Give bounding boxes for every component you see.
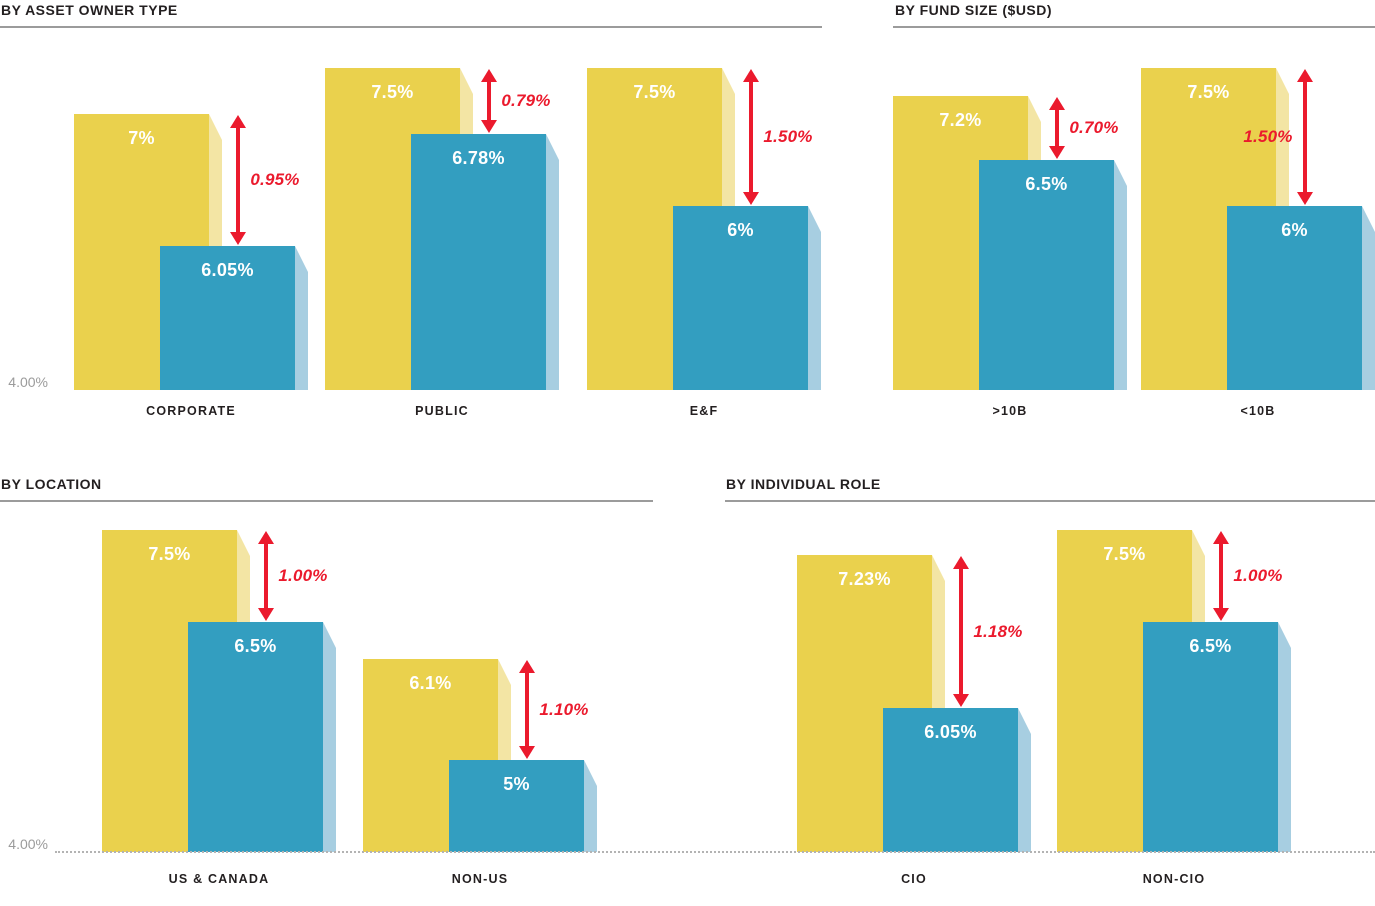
- blue-bar: 6%: [673, 206, 808, 390]
- yellow-bar-value-label: 7.5%: [1187, 82, 1230, 102]
- blue-bar-bevel: [1114, 160, 1127, 390]
- diff-double-arrow-icon: [1297, 69, 1313, 205]
- panel-title: BY INDIVIDUAL ROLE: [726, 476, 881, 492]
- blue-bar-value-label: 6.05%: [924, 722, 977, 742]
- panel-title-rule: [725, 500, 1375, 502]
- diff-double-arrow-icon: [743, 69, 759, 205]
- diff-value-label: 1.10%: [539, 700, 589, 719]
- blue-bar: 6.5%: [1143, 622, 1278, 852]
- diff-arrow-shaft: [959, 566, 963, 697]
- panel-title-rule: [893, 26, 1375, 28]
- diff-value-label: 1.00%: [1233, 566, 1283, 585]
- yellow-bar-value-label: 7.5%: [633, 82, 676, 102]
- diff-value-label: 1.00%: [278, 566, 328, 585]
- diff-arrow-shaft: [1219, 541, 1223, 611]
- diff-value-label: 1.18%: [973, 622, 1023, 641]
- blue-bar-value-label: 6.5%: [1189, 636, 1232, 656]
- axis-tick-label: 4.00%: [8, 374, 48, 390]
- yellow-bar-value-label: 7.2%: [939, 110, 982, 130]
- blue-bar: 6.5%: [188, 622, 323, 852]
- diff-value-label: 1.50%: [1243, 127, 1293, 146]
- panel-title-rule: [0, 500, 653, 502]
- category-label: >10B: [992, 404, 1028, 418]
- diff-double-arrow-icon: [1213, 531, 1229, 621]
- diff-value-label: 0.79%: [501, 91, 551, 110]
- diff-value-label: 1.50%: [763, 127, 813, 146]
- blue-bar-value-label: 6.5%: [1025, 174, 1068, 194]
- yellow-bar-value-label: 7.5%: [148, 544, 191, 564]
- diff-arrow-shaft: [264, 541, 268, 611]
- blue-bar: 6.5%: [979, 160, 1114, 390]
- category-label: <10B: [1240, 404, 1276, 418]
- diff-arrow-shaft: [236, 125, 240, 235]
- blue-bar-bevel: [323, 622, 336, 852]
- category-label: US & CANADA: [168, 872, 270, 886]
- blue-bar: 5%: [449, 760, 584, 852]
- blue-bar-bevel: [584, 760, 597, 852]
- category-label: CORPORATE: [146, 404, 236, 418]
- panel-title: BY LOCATION: [1, 476, 102, 492]
- blue-bar: 6%: [1227, 206, 1362, 390]
- blue-bar: 6.05%: [160, 246, 295, 390]
- panel-title-rule: [0, 26, 822, 28]
- diff-double-arrow-icon: [481, 69, 497, 133]
- blue-bar-value-label: 6%: [1281, 220, 1308, 240]
- panel-title: BY ASSET OWNER TYPE: [1, 2, 178, 18]
- blue-bar-bevel: [1278, 622, 1291, 852]
- diff-arrow-shaft: [1055, 107, 1059, 149]
- blue-bar: 6.05%: [883, 708, 1018, 852]
- blue-bar-bevel: [1018, 708, 1031, 852]
- blue-bar-value-label: 6.05%: [201, 260, 254, 280]
- diff-double-arrow-icon: [230, 115, 246, 245]
- diff-double-arrow-icon: [953, 556, 969, 707]
- blue-bar-bevel: [295, 246, 308, 390]
- diff-double-arrow-icon: [258, 531, 274, 621]
- blue-bar-value-label: 5%: [503, 774, 530, 794]
- yellow-bar-value-label: 7%: [128, 128, 155, 148]
- yellow-bar-value-label: 7.23%: [838, 569, 891, 589]
- panel-title: BY FUND SIZE ($USD): [895, 2, 1053, 18]
- diff-double-arrow-icon: [519, 660, 535, 759]
- blue-bar-value-label: 6.5%: [234, 636, 277, 656]
- diff-arrow-shaft: [1303, 79, 1307, 195]
- blue-bar: 6.78%: [411, 134, 546, 390]
- yellow-bar-value-label: 7.5%: [371, 82, 414, 102]
- yellow-bar-value-label: 6.1%: [409, 673, 452, 693]
- category-label: CIO: [901, 872, 927, 886]
- blue-bar-bevel: [808, 206, 821, 390]
- blue-bar-value-label: 6%: [727, 220, 754, 240]
- category-label: PUBLIC: [415, 404, 469, 418]
- category-label: NON-US: [451, 872, 509, 886]
- diff-double-arrow-icon: [1049, 97, 1065, 159]
- blue-bar-value-label: 6.78%: [452, 148, 505, 168]
- diff-arrow-shaft: [749, 79, 753, 195]
- diff-value-label: 0.70%: [1069, 118, 1119, 137]
- axis-tick-label: 4.00%: [8, 836, 48, 852]
- yellow-bar-value-label: 7.5%: [1103, 544, 1146, 564]
- blue-bar-bevel: [1362, 206, 1375, 390]
- diff-arrow-shaft: [487, 79, 491, 123]
- category-label: NON-CIO: [1142, 872, 1206, 886]
- blue-bar-bevel: [546, 134, 559, 390]
- diff-value-label: 0.95%: [250, 170, 300, 189]
- baseline-dotted-line: [55, 851, 1375, 853]
- category-label: E&F: [689, 404, 719, 418]
- diff-arrow-shaft: [525, 670, 529, 749]
